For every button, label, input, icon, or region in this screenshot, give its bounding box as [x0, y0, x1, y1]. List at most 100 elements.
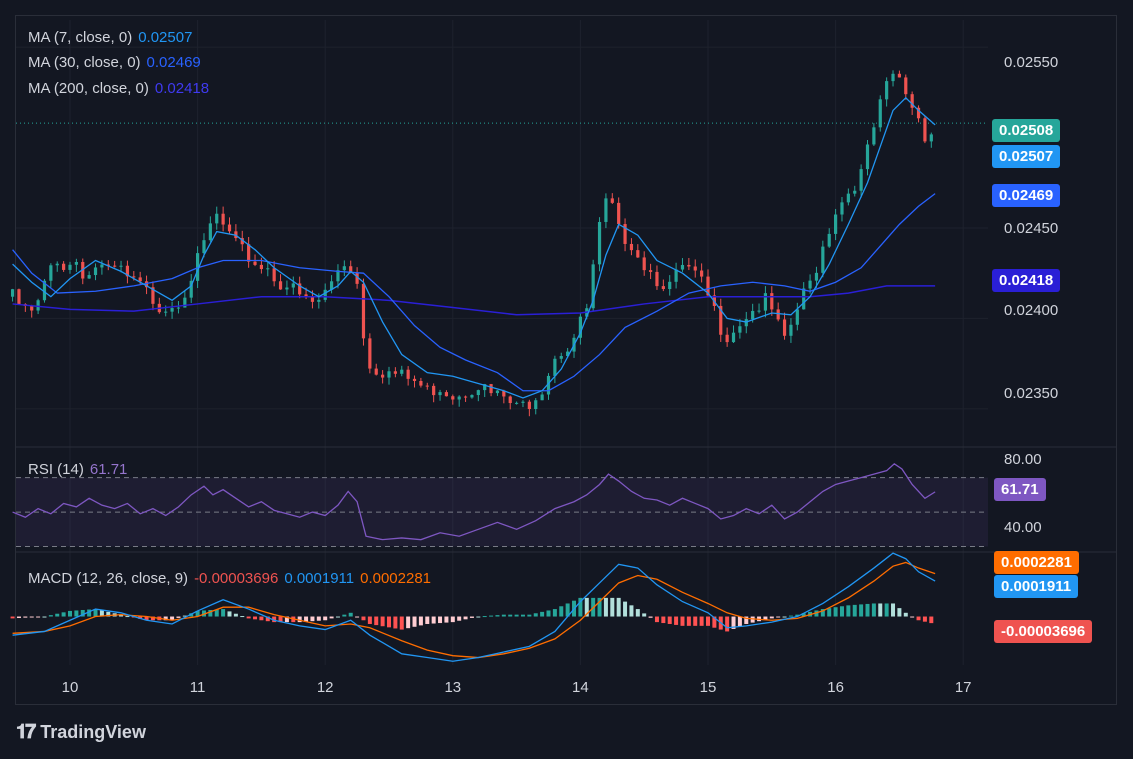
candle-body: [176, 307, 181, 309]
candle-body: [859, 169, 863, 191]
macd-histogram-bar: [61, 612, 66, 617]
candle-body: [827, 233, 831, 247]
candle-body: [534, 400, 538, 410]
candle-body: [483, 384, 487, 391]
macd-legend-hist: -0.00003696: [194, 570, 279, 587]
candle-body: [42, 280, 47, 301]
time-axis-label: 13: [444, 679, 461, 696]
macd-line: [12, 552, 936, 662]
macd-histogram-bar: [489, 615, 494, 617]
candle-body: [814, 272, 819, 281]
candle-body: [30, 306, 34, 311]
macd-histogram-bar: [603, 597, 608, 617]
time-axis-label: 10: [62, 679, 79, 696]
tradingview-brand[interactable]: 𝟏𝟕 TradingView: [16, 721, 146, 744]
candle-body: [865, 144, 870, 170]
candle-body: [770, 293, 774, 310]
macd-histogram-bar: [399, 616, 404, 630]
price-axis-label: 0.02350: [1004, 385, 1059, 402]
rsi-line: [12, 462, 936, 541]
ma7-legend[interactable]: MA (7, close, 0) 0.02507: [28, 29, 192, 46]
candle-body: [419, 380, 423, 386]
macd-histogram-bar: [265, 616, 270, 622]
candle-body: [240, 238, 244, 245]
ma7-legend-label: MA (7, close, 0): [28, 29, 133, 46]
candle-body: [642, 257, 646, 271]
macd-histogram-bar: [750, 616, 755, 623]
macd-histogram-bar: [87, 609, 92, 617]
macd-histogram-bar: [406, 616, 411, 629]
candle-body: [610, 198, 614, 203]
macd-histogram-bar: [367, 616, 372, 624]
candle-body: [834, 214, 838, 234]
macd-legend-macd: 0.0001911: [284, 570, 355, 587]
macd-histogram-bar: [412, 616, 417, 627]
macd-histogram-bar: [706, 616, 710, 626]
candle-body: [808, 280, 812, 289]
macd-histogram-bar: [163, 616, 168, 621]
macd-histogram-bar: [839, 606, 844, 617]
macd-histogram-bar: [552, 609, 557, 617]
candle-body: [929, 134, 933, 142]
macd-line-tag: 0.0001911: [994, 575, 1079, 598]
candle-body: [527, 401, 531, 410]
macd-histogram-bar: [776, 616, 781, 618]
macd-histogram-bar: [68, 610, 72, 617]
candle-body: [310, 297, 315, 302]
macd-histogram-bar: [642, 613, 647, 617]
candle-body: [687, 264, 691, 267]
candle-body: [17, 289, 21, 305]
candle-body: [272, 268, 276, 282]
macd-histogram-bar: [616, 597, 621, 617]
candle-body: [170, 308, 174, 312]
macd-histogram-bar: [891, 603, 896, 617]
macd-histogram-bar: [23, 616, 28, 618]
macd-histogram-bar: [744, 616, 749, 624]
macd-histogram-bar: [610, 597, 615, 617]
candle-body: [508, 396, 512, 404]
candle-body: [763, 293, 768, 311]
candle-body: [591, 264, 595, 309]
macd-histogram-bar: [16, 616, 21, 619]
candle-body: [119, 265, 123, 267]
ma30-price-tag: 0.02469: [992, 184, 1061, 207]
rsi-legend-value: 61.71: [89, 461, 128, 478]
ma200-legend-value: 0.02418: [154, 80, 210, 97]
macd-legend[interactable]: MACD (12, 26, close, 9) -0.00003696 0.0001…: [28, 570, 431, 587]
macd-histogram-bar: [80, 610, 85, 617]
macd-histogram-bar: [533, 613, 538, 617]
candle-body: [329, 281, 334, 290]
candle-body: [617, 202, 621, 225]
candle-body: [725, 334, 729, 343]
macd-histogram-bar: [36, 616, 41, 618]
macd-histogram-bar: [335, 616, 340, 618]
candle-body: [655, 271, 659, 287]
macd-histogram-bar: [884, 603, 889, 617]
macd-histogram-bar: [827, 608, 832, 617]
macd-histogram-bar: [361, 616, 366, 621]
candle-body: [412, 378, 417, 381]
macd-histogram-bar: [897, 608, 902, 617]
ma200-line: [12, 285, 936, 316]
macd-histogram-bar: [814, 610, 819, 617]
candle-body: [451, 396, 455, 400]
macd-histogram-bar: [635, 609, 640, 617]
macd-histogram-bar: [144, 616, 149, 621]
macd-histogram-bar: [667, 616, 672, 624]
macd-histogram-bar: [176, 616, 181, 618]
macd-histogram-bar: [788, 615, 793, 617]
macd-histogram-bar: [42, 616, 47, 618]
macd-histogram-bar: [859, 604, 864, 617]
candle-body: [164, 311, 168, 313]
candle-body: [208, 223, 212, 241]
macd-histogram-bar: [648, 616, 653, 618]
ma200-legend[interactable]: MA (200, close, 0) 0.02418: [28, 80, 209, 97]
time-axis-label: 16: [827, 679, 844, 696]
rsi-legend[interactable]: RSI (14) 61.71: [28, 461, 127, 478]
macd-pane: [10, 552, 936, 662]
candle-body: [457, 396, 461, 400]
macd-histogram-bar: [297, 616, 302, 623]
brand-name: TradingView: [40, 722, 146, 742]
ma30-legend[interactable]: MA (30, close, 0) 0.02469: [28, 54, 201, 71]
